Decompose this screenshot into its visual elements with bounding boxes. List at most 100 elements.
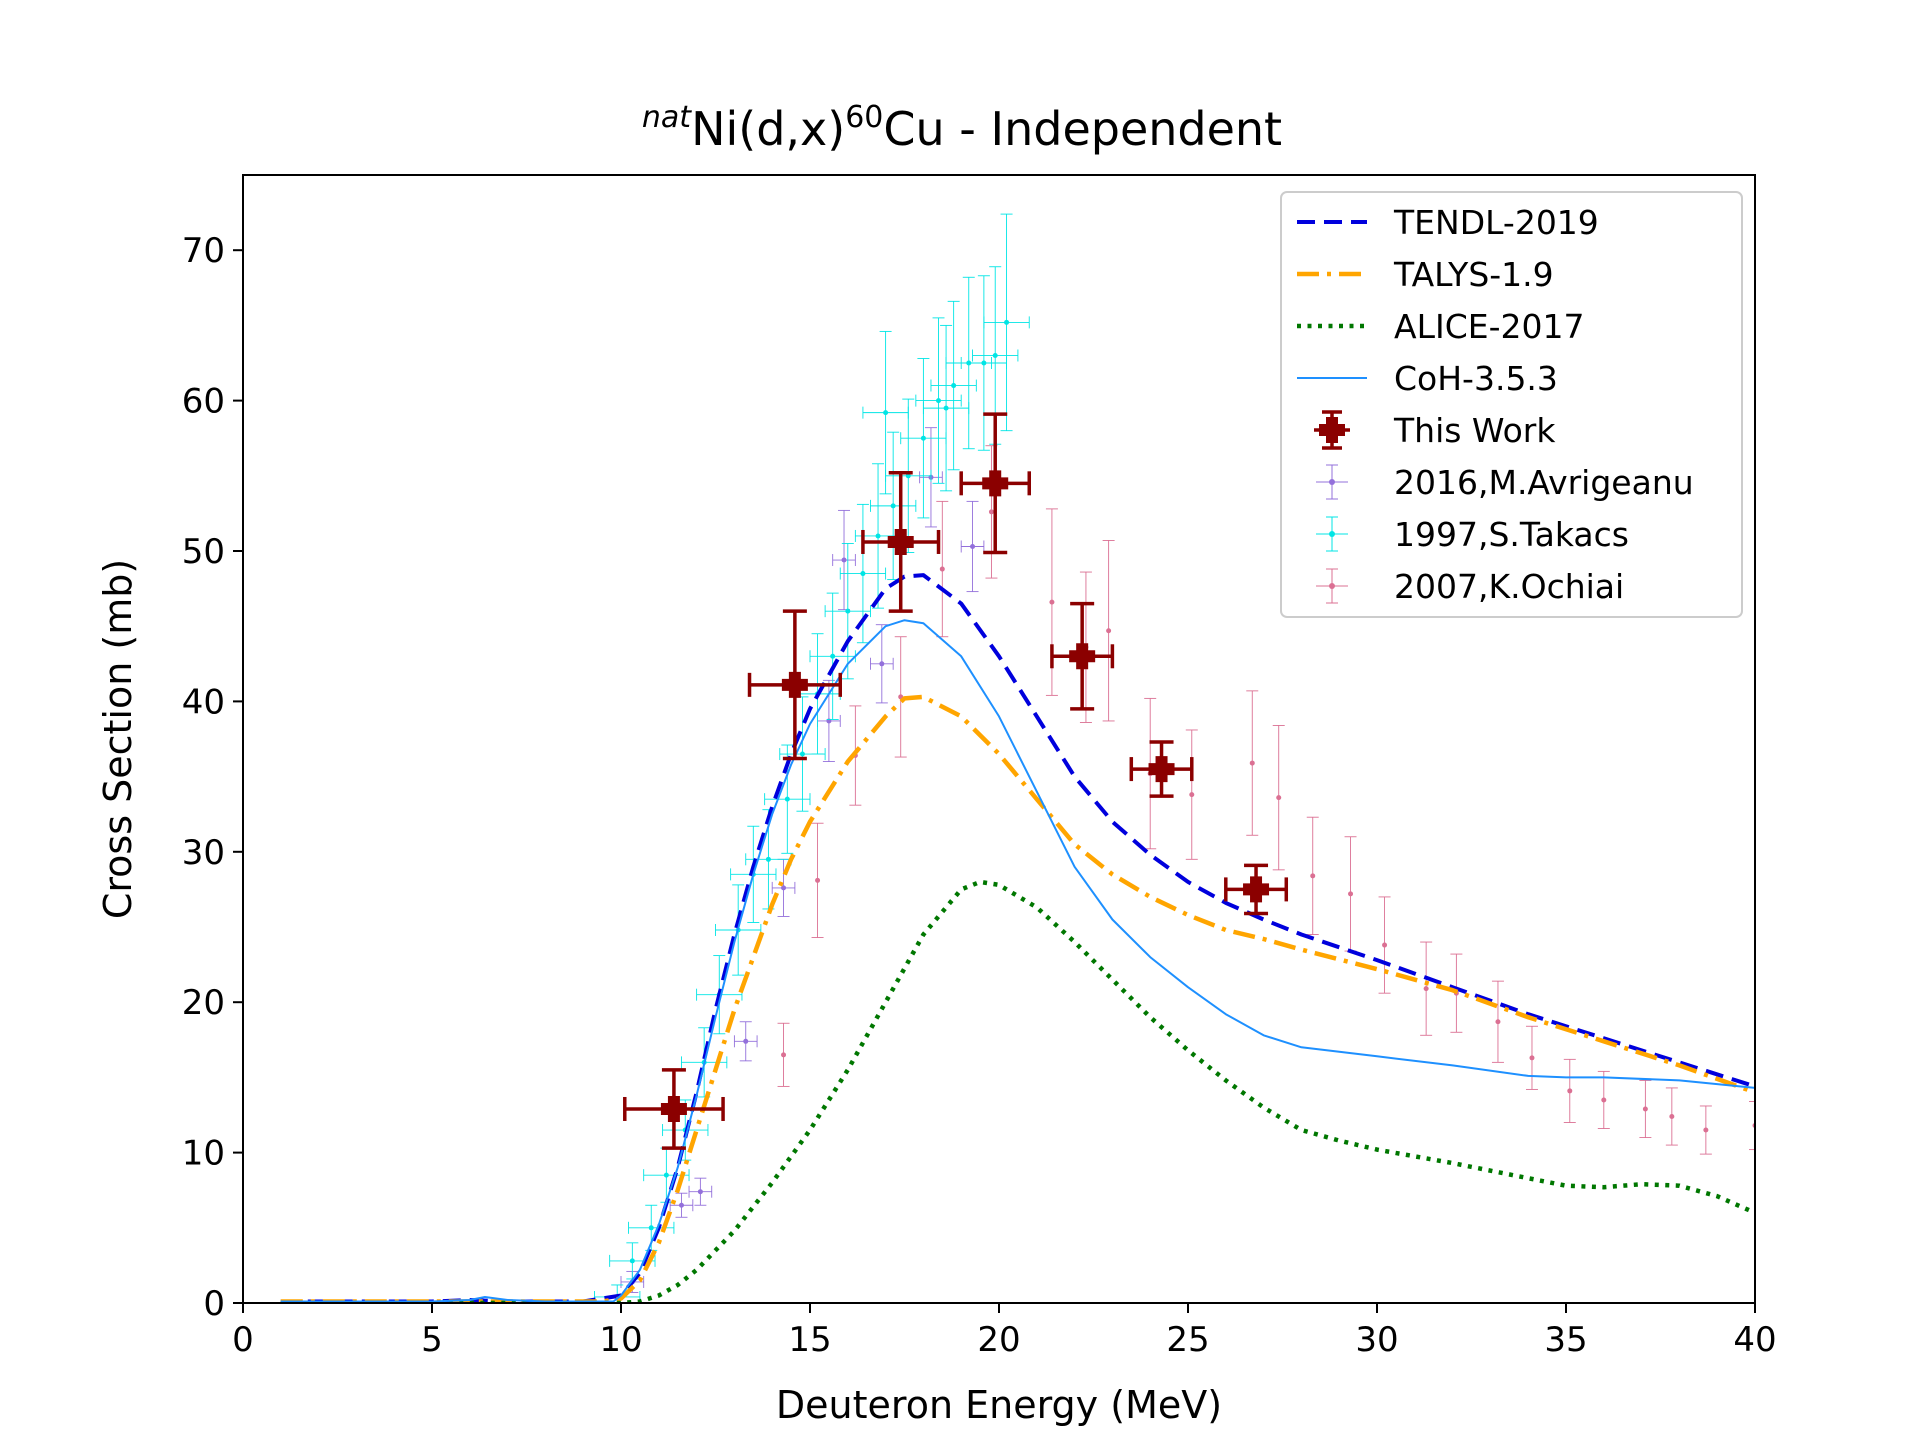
exp-marker: [830, 653, 836, 659]
exp-marker: [992, 352, 998, 358]
this-work-point: [861, 471, 941, 613]
legend-entry-1: TENDL-2019: [1297, 203, 1599, 242]
exp-point: [1102, 540, 1115, 722]
y-axis: 0 10 20 30 40 50 60 70: [182, 231, 243, 1324]
exp-point: [985, 445, 998, 579]
legend-box: [1280, 191, 1743, 618]
exp-point: [1246, 690, 1259, 836]
legend-label: TALYS-1.9: [1393, 255, 1554, 294]
exp-point: [922, 324, 970, 492]
x-tick-label: 10: [599, 1320, 642, 1360]
exp-marker: [1529, 1055, 1535, 1061]
exp-marker: [951, 383, 957, 389]
exp-marker: [1703, 1127, 1709, 1133]
x-axis-label: Deuteron Energy (MeV): [776, 1383, 1222, 1427]
this-work-point: [747, 609, 842, 761]
x-tick-label: 20: [977, 1320, 1020, 1360]
exp-marker: [781, 1052, 787, 1058]
exp-point: [1378, 896, 1391, 994]
exp-marker: [860, 571, 866, 577]
exp-point: [777, 1022, 790, 1087]
exp-marker: [1495, 1019, 1501, 1025]
legend-label: TENDL-2019: [1393, 203, 1599, 242]
exp-marker: [1310, 873, 1316, 879]
exp-marker: [879, 661, 885, 667]
exp-marker: [920, 435, 926, 441]
y-tick-label: 0: [203, 1284, 225, 1324]
legend-label: 2016,M.Avrigeanu: [1394, 463, 1694, 502]
x-tick-label: 35: [1544, 1320, 1587, 1360]
this-work-layer: [623, 412, 1289, 1150]
legend-entry-2: TALYS-1.9: [1297, 255, 1554, 294]
exp-marker: [936, 398, 942, 404]
legend-label: This Work: [1393, 411, 1556, 450]
exp-marker: [1049, 599, 1055, 605]
exp-marker: [1249, 760, 1255, 766]
this-work-marker: [1243, 876, 1270, 903]
exp-point: [811, 822, 824, 938]
exp-marker: [845, 608, 851, 614]
exp-marker: [1276, 795, 1282, 801]
series-line-4: [280, 619, 1755, 1303]
exp-marker: [1348, 891, 1354, 897]
y-tick-label: 70: [182, 231, 225, 271]
legend-entry-4: CoH-3.5.3: [1297, 359, 1558, 398]
title-text-product: Cu - Independent: [883, 102, 1282, 156]
this-work-point: [1224, 863, 1289, 916]
x-tick-label: 0: [232, 1320, 254, 1360]
legend-label: 2007,K.Ochiai: [1394, 567, 1624, 606]
y-tick-label: 20: [182, 983, 225, 1023]
legend-exp-marker: [1329, 531, 1335, 537]
legend-work-marker: [1319, 417, 1345, 443]
exp-point: [832, 509, 856, 611]
x-tick-label: 30: [1355, 1320, 1398, 1360]
chart-title: natNi(d,x)60Cu - Independent: [642, 100, 1282, 156]
this-work-point: [623, 1068, 725, 1150]
y-tick-label: 40: [182, 682, 225, 722]
legend-label: 1997,S.Takacs: [1394, 515, 1629, 554]
exp-marker: [799, 751, 805, 757]
title-superscript-nat: nat: [642, 100, 692, 135]
x-axis: 0 5 10 15 20 25 30 35 40: [232, 1303, 1777, 1360]
exp-point: [733, 1021, 758, 1062]
exp-point: [1525, 1025, 1538, 1090]
this-work-marker: [660, 1095, 687, 1122]
x-tick-label: 15: [788, 1320, 831, 1360]
exp-marker: [841, 557, 847, 563]
legend-entry-8: 2007,K.Ochiai: [1316, 567, 1624, 606]
legend-entry-5: This Work: [1314, 410, 1556, 450]
exp-marker: [939, 566, 945, 572]
exp-marker: [781, 885, 787, 891]
this-work-marker: [982, 470, 1009, 497]
exp-marker: [743, 1038, 749, 1044]
legend-exp-marker: [1329, 479, 1335, 485]
exp-point: [1272, 725, 1285, 871]
exp-point: [1420, 941, 1433, 1036]
exp-point: [1665, 1087, 1678, 1146]
exp-point: [870, 431, 917, 581]
exp-marker: [629, 1258, 635, 1264]
series-line-1: [280, 573, 1755, 1303]
exp-marker: [905, 473, 911, 479]
legend-entry-7: 1997,S.Takacs: [1316, 515, 1629, 554]
y-tick-label: 10: [182, 1134, 225, 1174]
exp-point: [983, 213, 1030, 432]
exp-point: [870, 624, 894, 704]
exp-point: [960, 500, 985, 593]
series-line-2: [280, 694, 1755, 1303]
exp-marker: [784, 796, 790, 802]
theory-curves-layer: [280, 573, 1755, 1303]
y-tick-label: 30: [182, 833, 225, 873]
exp-marker: [765, 856, 771, 862]
y-tick-label: 50: [182, 532, 225, 572]
legend-label: CoH-3.5.3: [1394, 359, 1558, 398]
exp-marker: [1189, 792, 1195, 798]
exp-marker: [1669, 1114, 1675, 1120]
exp-marker: [1004, 319, 1010, 325]
legend-exp-marker: [1329, 583, 1335, 589]
exp-marker: [648, 1225, 654, 1231]
this-work-point: [1129, 740, 1194, 798]
exp-point: [669, 1192, 694, 1218]
exp-marker: [875, 533, 881, 539]
exp-marker: [697, 1189, 703, 1195]
